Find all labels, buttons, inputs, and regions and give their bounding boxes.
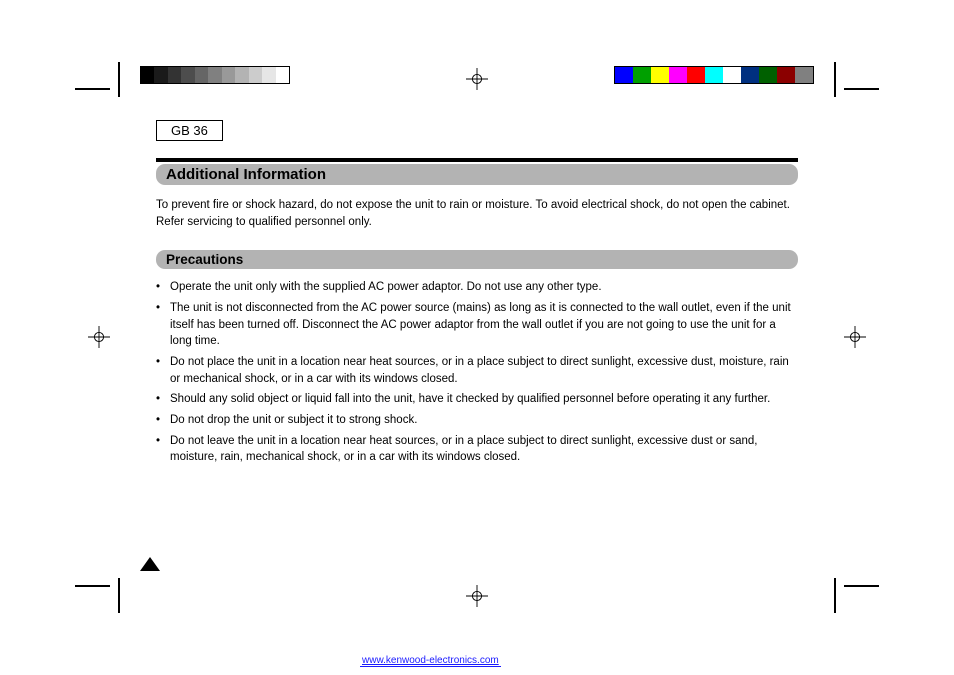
color-swatch [615, 67, 633, 83]
color-swatch [759, 67, 777, 83]
crop-mark [118, 62, 120, 97]
page-content: Additional Information To prevent fire o… [156, 150, 798, 470]
page-number-badge: GB 36 [156, 120, 223, 141]
registration-mark-icon [466, 68, 488, 90]
caution-item: Operate the unit only with the supplied … [156, 279, 798, 296]
color-swatch [633, 67, 651, 83]
crop-mark [834, 578, 836, 613]
crop-mark [844, 88, 879, 90]
title-rule [156, 158, 798, 162]
color-swatch [651, 67, 669, 83]
color-swatch [777, 67, 795, 83]
footer-link[interactable]: www.kenwood-electronics.com [360, 655, 501, 667]
crop-mark [75, 88, 110, 90]
caution-item: Do not leave the unit in a location near… [156, 433, 798, 466]
crop-mark [75, 585, 110, 587]
cautions-list: Operate the unit only with the supplied … [156, 279, 798, 466]
grayscale-calibration-bar [140, 66, 290, 84]
registration-mark-icon [844, 326, 866, 348]
color-swatch [795, 67, 813, 83]
color-calibration-bar [614, 66, 814, 84]
gray-swatch [262, 67, 275, 83]
crop-mark [844, 585, 879, 587]
gray-swatch [168, 67, 181, 83]
crop-mark [834, 62, 836, 97]
color-swatch [669, 67, 687, 83]
crop-mark [118, 578, 120, 613]
gray-swatch [276, 67, 289, 83]
registration-mark-icon [88, 326, 110, 348]
gray-swatch [181, 67, 194, 83]
color-swatch [741, 67, 759, 83]
subsection-heading: Precautions [156, 250, 798, 269]
color-swatch [705, 67, 723, 83]
section-title: Additional Information [156, 164, 798, 185]
gray-swatch [141, 67, 154, 83]
gray-swatch [195, 67, 208, 83]
title-block: Additional Information [156, 158, 798, 185]
caution-item: The unit is not disconnected from the AC… [156, 300, 798, 350]
caution-item: Do not drop the unit or subject it to st… [156, 412, 798, 429]
color-swatch [723, 67, 741, 83]
color-swatch [687, 67, 705, 83]
gray-swatch [154, 67, 167, 83]
intro-paragraph: To prevent fire or shock hazard, do not … [156, 197, 798, 230]
gray-swatch [235, 67, 248, 83]
registration-mark-icon [466, 585, 488, 607]
continue-arrow-icon [140, 557, 160, 571]
gray-swatch [249, 67, 262, 83]
caution-item: Do not place the unit in a location near… [156, 354, 798, 387]
caution-item: Should any solid object or liquid fall i… [156, 391, 798, 408]
gray-swatch [222, 67, 235, 83]
gray-swatch [208, 67, 221, 83]
